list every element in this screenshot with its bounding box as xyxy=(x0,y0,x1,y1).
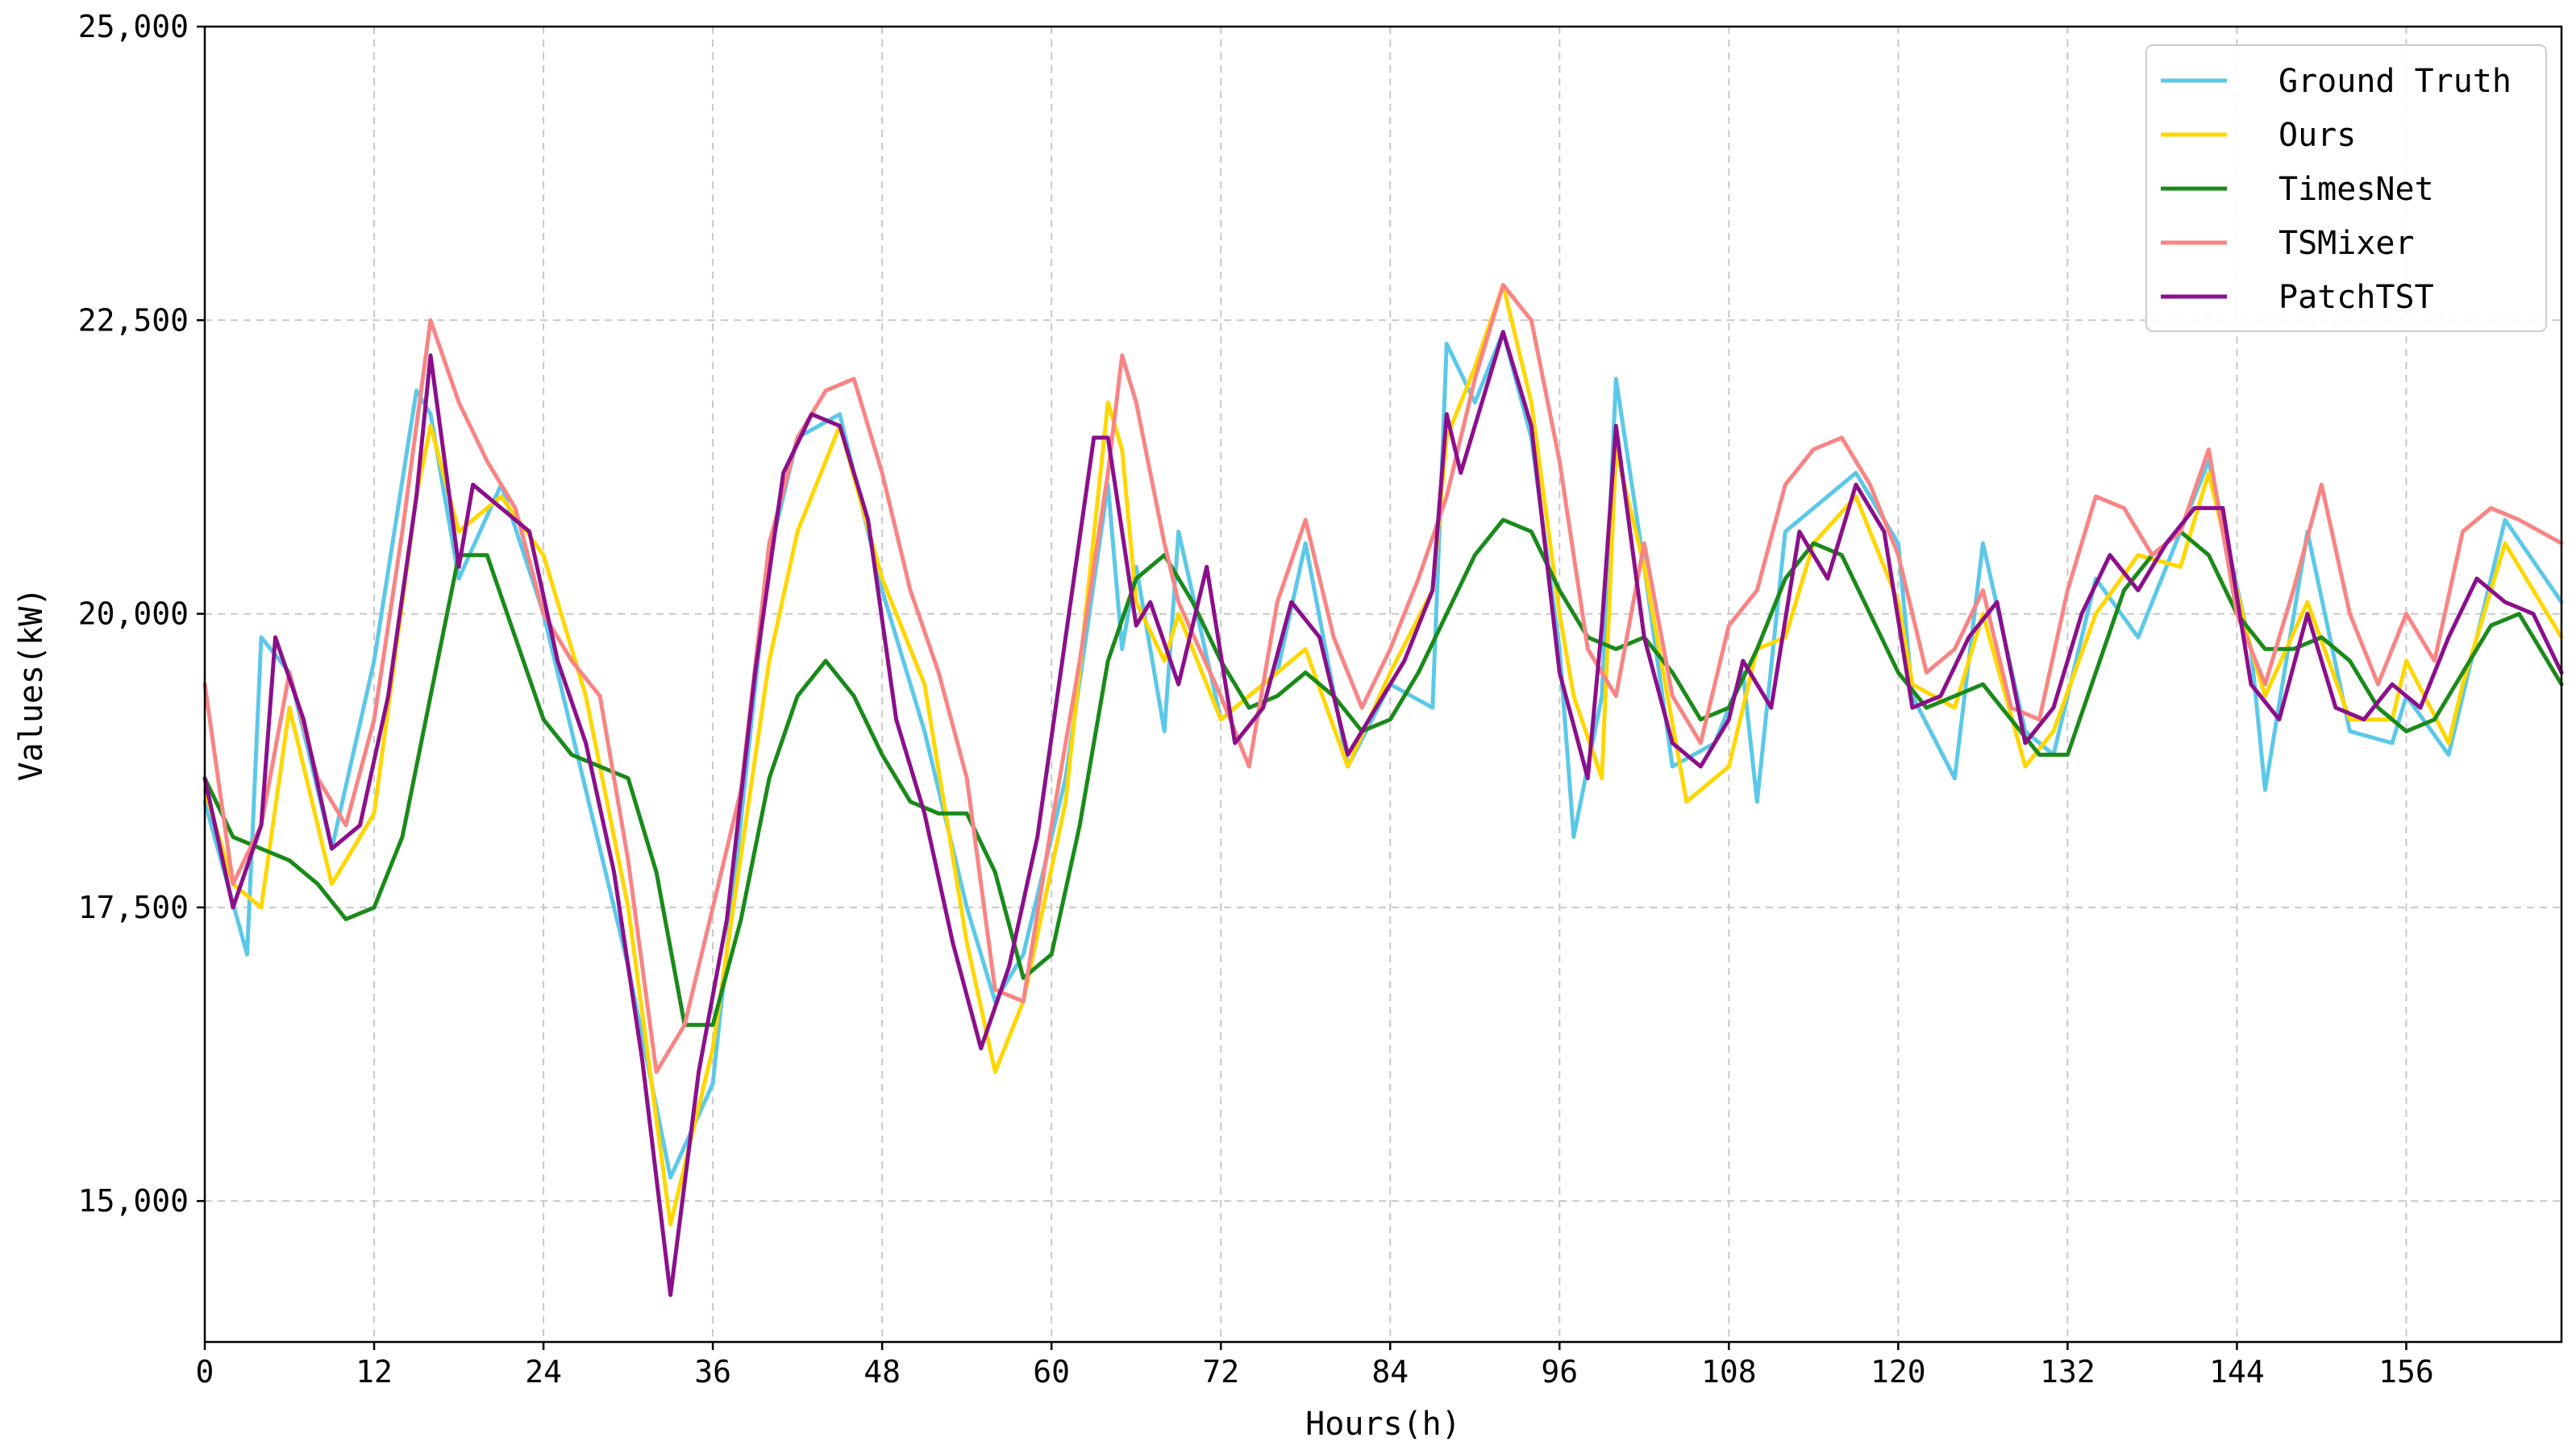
y-tick-label: 20,000 xyxy=(78,596,189,632)
legend-entry: Ours xyxy=(2278,117,2356,154)
y-tick-label: 25,000 xyxy=(78,9,189,44)
x-tick-label: 36 xyxy=(694,1354,731,1390)
x-tick-label: 108 xyxy=(1701,1354,1757,1390)
grid-layer xyxy=(204,27,2561,1342)
y-axis-label: Values(kW) xyxy=(13,588,50,782)
legend-entry: TSMixer xyxy=(2278,225,2415,262)
y-tick-label: 17,500 xyxy=(78,890,189,925)
x-tick-label: 60 xyxy=(1033,1354,1070,1390)
x-tick-label: 84 xyxy=(1371,1354,1409,1390)
series-line-tsmixer xyxy=(202,283,2564,1074)
x-tick-label: 12 xyxy=(356,1354,393,1390)
y-tick-label: 15,000 xyxy=(78,1183,189,1219)
series-line-timesnet xyxy=(202,517,2564,1028)
x-tick-label: 96 xyxy=(1541,1354,1578,1390)
legend-box xyxy=(2145,44,2547,332)
series-line-patchtst xyxy=(202,330,2564,1298)
x-tick-label: 132 xyxy=(2040,1354,2095,1390)
x-tick-label: 144 xyxy=(2209,1354,2265,1390)
x-tick-label: 72 xyxy=(1202,1354,1239,1390)
legend-entry: Ground Truth xyxy=(2278,63,2511,100)
x-tick-label: 156 xyxy=(2378,1354,2434,1390)
x-axis-label: Hours(h) xyxy=(1305,1406,1461,1443)
series-line-ours xyxy=(202,283,2564,1227)
x-tick-label: 0 xyxy=(196,1354,214,1390)
legend: Ground Truth Ours TimesNet TSMixer PatchTST xyxy=(2145,44,2547,332)
legend-entry: TimesNet xyxy=(2278,171,2434,208)
y-tick-label: 22,500 xyxy=(78,302,189,338)
x-tick-label: 120 xyxy=(1871,1354,1926,1390)
legend-entry: PatchTST xyxy=(2278,279,2434,316)
x-tick-label: 24 xyxy=(525,1354,562,1390)
tick-layer: 0 12 24 36 48 60 72 84 96 108 120 132 144 156 15,000 17… xyxy=(78,9,2434,1390)
plot-frame xyxy=(203,25,2563,1344)
series-layer xyxy=(202,283,2564,1298)
series-line-ground-truth xyxy=(202,330,2564,1180)
x-tick-label: 48 xyxy=(864,1354,901,1390)
